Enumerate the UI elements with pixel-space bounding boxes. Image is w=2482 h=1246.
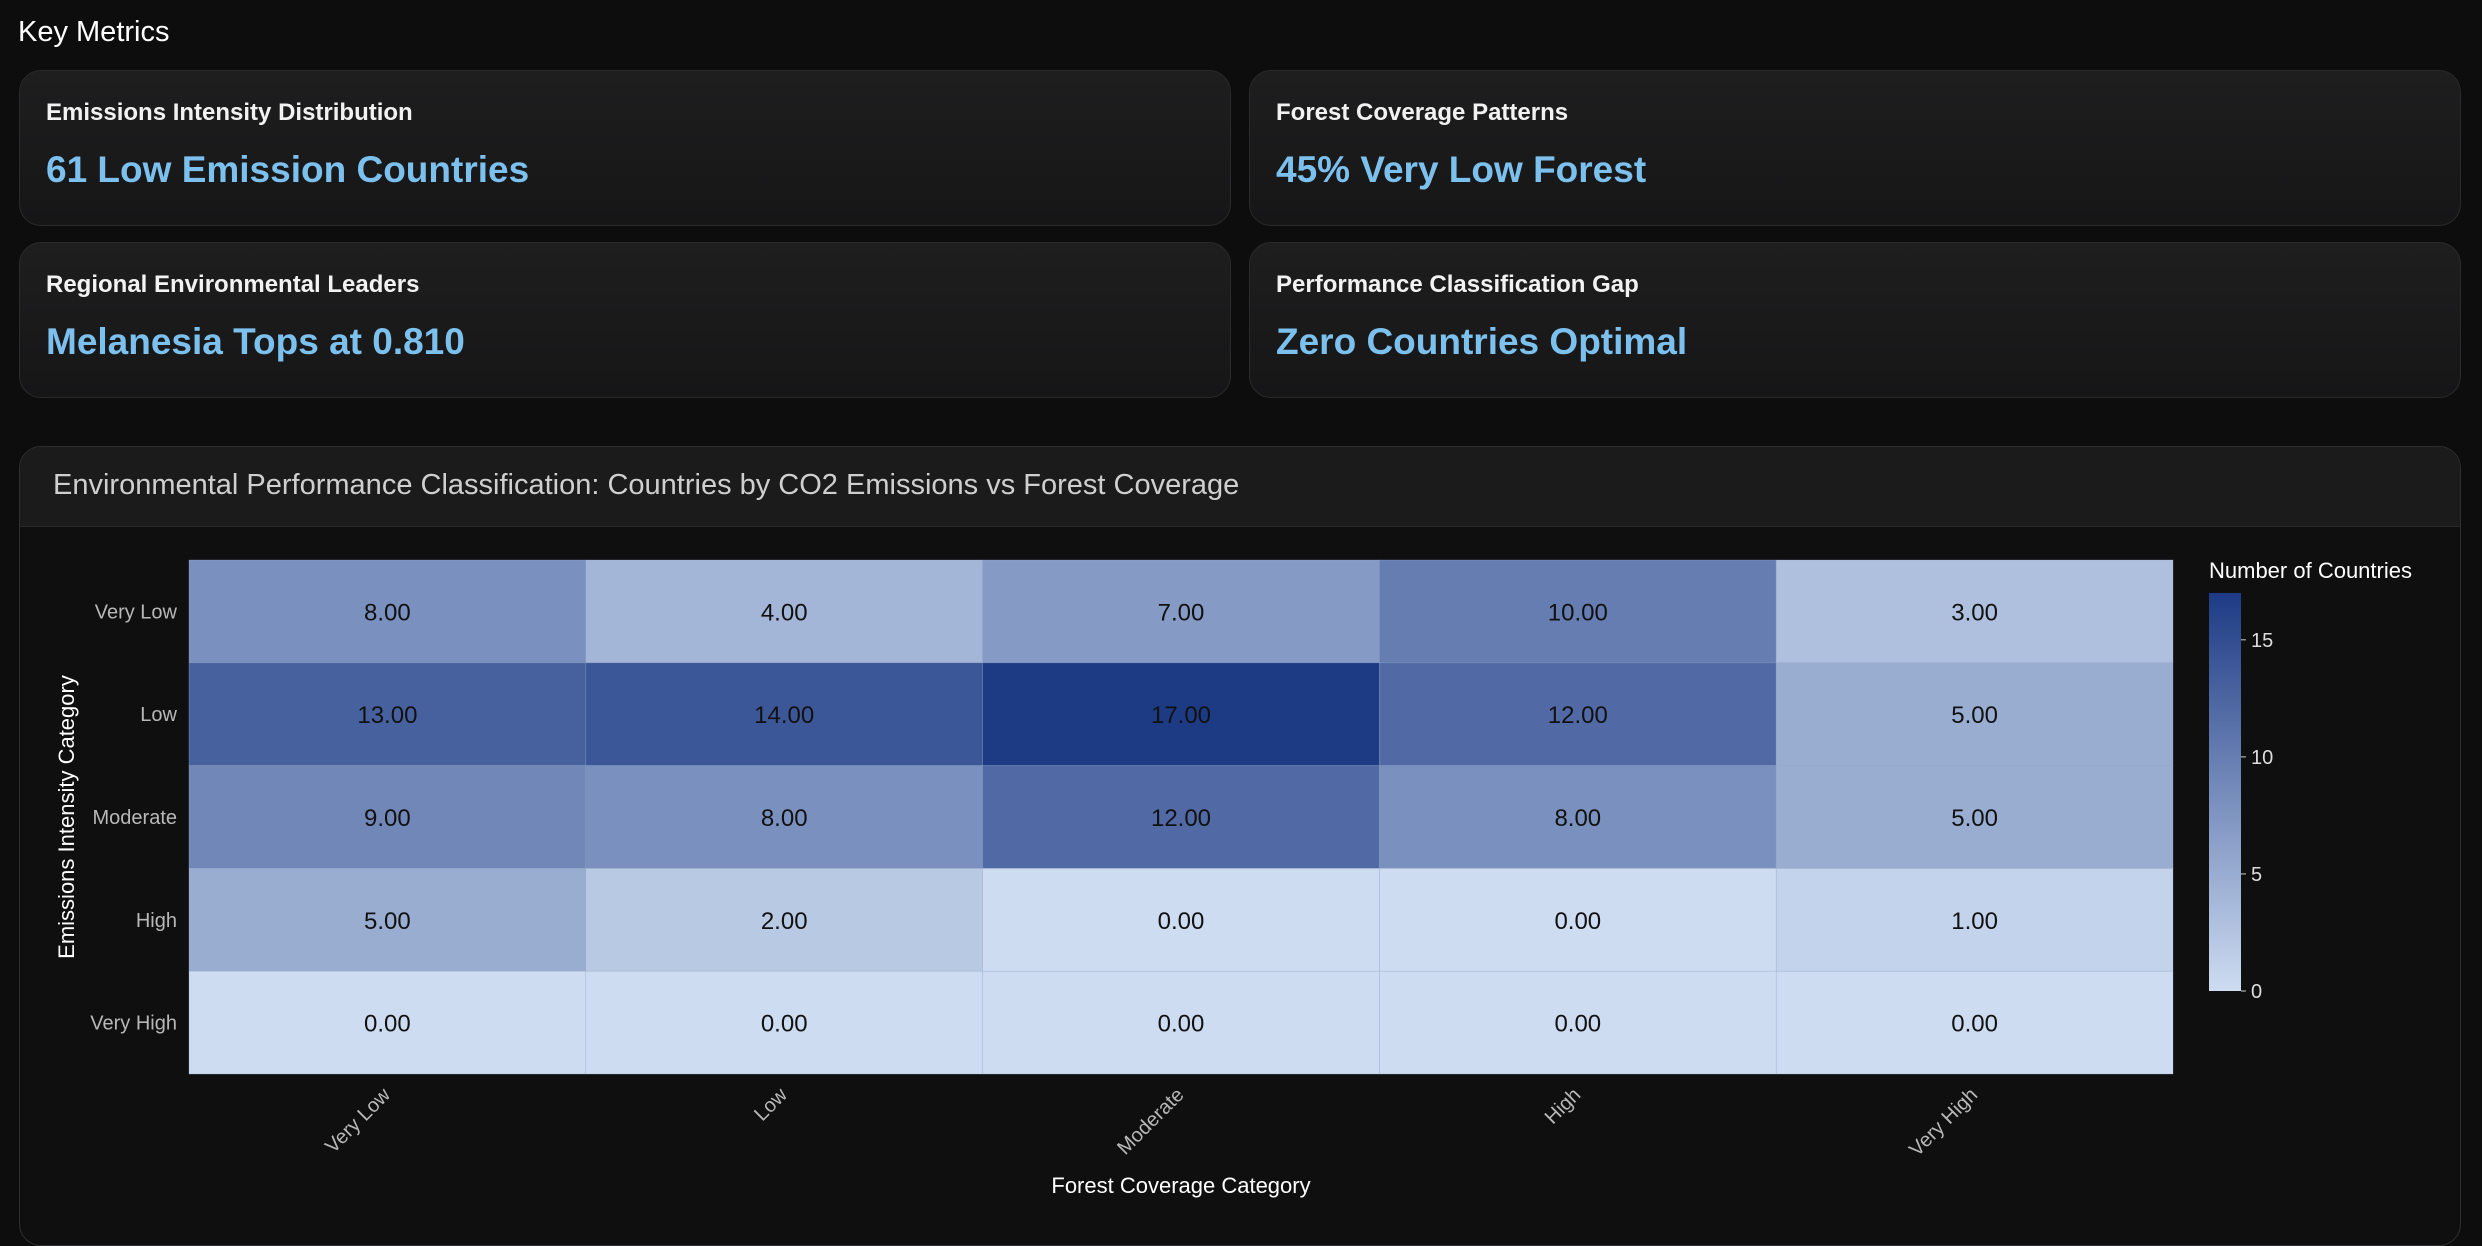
metric-label: Regional Environmental Leaders xyxy=(46,271,420,298)
chart-header: Environmental Performance Classification… xyxy=(20,447,2460,527)
cell-value-label: 12.00 xyxy=(1151,805,1211,832)
metric-label: Forest Coverage Patterns xyxy=(1276,99,1569,126)
cell-value-label: 1.00 xyxy=(1951,908,1998,935)
heatmap-cell xyxy=(585,970,983,1075)
cell-value-label: 17.00 xyxy=(1151,702,1211,729)
cell-value-label: 14.00 xyxy=(754,702,814,729)
cell-value-label: 4.00 xyxy=(761,599,808,626)
cell-value-label: 8.00 xyxy=(364,599,411,626)
y-tick-label: Moderate xyxy=(93,807,178,829)
metric-card-forest-patterns: Forest Coverage Patterns 45% Very Low Fo… xyxy=(1249,70,2461,226)
colorbar-tick-label: 10 xyxy=(2251,747,2273,769)
heatmap-cell xyxy=(1775,559,2174,664)
metric-value: 45% Very Low Forest xyxy=(1276,149,1647,190)
heatmap-cell xyxy=(585,868,983,972)
metric-label: Emissions Intensity Distribution xyxy=(46,99,413,126)
heatmap-cell xyxy=(188,662,587,766)
x-tick-label: Very High xyxy=(1905,1084,1982,1161)
heatmap-cell xyxy=(1379,765,1777,869)
heatmap-cell xyxy=(188,868,587,972)
heatmap-cell xyxy=(1379,970,1777,1075)
section-title: Key Metrics xyxy=(18,16,170,48)
heatmap-cell xyxy=(1775,970,2174,1075)
chart-title: Environmental Performance Classification… xyxy=(53,469,1240,501)
colorbar-tick-label: 5 xyxy=(2251,864,2262,886)
y-axis-label: Emissions Intensity Category xyxy=(54,675,79,959)
heatmap-cell xyxy=(1775,868,2174,972)
colorbar-title: Number of Countries xyxy=(2209,558,2412,583)
x-tick-label: Very Low xyxy=(321,1084,395,1158)
heatmap-cell xyxy=(982,868,1380,972)
heatmap-labels: 8.00 4.00 7.00 10.00 3.00 13.00 14.00 17.00 12.0… xyxy=(357,599,1998,1037)
x-axis-label: Forest Coverage Category xyxy=(1051,1173,1310,1198)
metric-card-emissions-distribution: Emissions Intensity Distribution 61 Low … xyxy=(19,70,1231,226)
cell-value-label: 8.00 xyxy=(761,805,808,832)
y-tick-label: Very High xyxy=(90,1013,177,1035)
heatmap-cell xyxy=(188,970,587,1075)
cell-value-label: 8.00 xyxy=(1554,805,1601,832)
metric-card-regional-leaders: Regional Environmental Leaders Melanesia… xyxy=(19,242,1231,398)
heatmap-cell xyxy=(982,559,1380,664)
cell-value-label: 5.00 xyxy=(364,908,411,935)
cell-value-label: 0.00 xyxy=(1158,908,1205,935)
cell-value-label: 0.00 xyxy=(1554,908,1601,935)
x-tick-label: Moderate xyxy=(1113,1084,1188,1159)
cell-value-label: 2.00 xyxy=(761,908,808,935)
y-tick-label: Very Low xyxy=(95,601,178,623)
cell-value-label: 5.00 xyxy=(1951,702,1998,729)
colorbar: Number of Countries 0 5 10 15 xyxy=(2209,558,2412,1003)
metric-card-classification-gap: Performance Classification Gap Zero Coun… xyxy=(1249,242,2461,398)
heatmap-cells xyxy=(188,559,2174,1075)
cell-value-label: 3.00 xyxy=(1951,599,1998,626)
heatmap-cell xyxy=(1775,662,2174,766)
cell-value-label: 5.00 xyxy=(1951,805,1998,832)
cell-value-label: 0.00 xyxy=(364,1011,411,1038)
cell-value-label: 7.00 xyxy=(1158,599,1205,626)
cell-value-label: 0.00 xyxy=(1951,1011,1998,1038)
colorbar-tick-label: 15 xyxy=(2251,630,2273,652)
heatmap-cell xyxy=(1379,868,1777,972)
heatmap-cell xyxy=(585,765,983,869)
colorbar-gradient xyxy=(2209,593,2241,991)
cell-value-label: 0.00 xyxy=(1554,1011,1601,1038)
x-tick-label: Low xyxy=(750,1084,792,1126)
cell-value-label: 13.00 xyxy=(357,702,417,729)
heatmap-cell xyxy=(585,662,983,766)
metric-value: 61 Low Emission Countries xyxy=(46,149,530,190)
cell-value-label: 0.00 xyxy=(761,1011,808,1038)
metric-label: Performance Classification Gap xyxy=(1276,271,1639,298)
colorbar-tick-label: 0 xyxy=(2251,981,2262,1003)
y-tick-label: High xyxy=(136,910,177,932)
heatmap-cell xyxy=(1775,765,2174,869)
heatmap-cell xyxy=(1379,662,1777,766)
heatmap-cell xyxy=(188,559,587,664)
heatmap-cell xyxy=(1379,559,1777,664)
cell-value-label: 9.00 xyxy=(364,805,411,832)
x-tick-label: High xyxy=(1541,1084,1586,1129)
heatmap-chart: 8.00 4.00 7.00 10.00 3.00 13.00 14.00 17.00 12.0… xyxy=(54,558,2412,1198)
metric-value: Zero Countries Optimal xyxy=(1276,321,1688,362)
cell-value-label: 12.00 xyxy=(1548,702,1608,729)
heatmap-cell xyxy=(982,662,1380,766)
cell-value-label: 10.00 xyxy=(1548,599,1608,626)
metric-value: Melanesia Tops at 0.810 xyxy=(46,321,465,362)
heatmap-cell xyxy=(982,765,1380,869)
heatmap-cell xyxy=(982,970,1380,1075)
cell-value-label: 0.00 xyxy=(1158,1011,1205,1038)
heatmap-cell xyxy=(585,559,983,664)
heatmap-cell xyxy=(188,765,587,869)
y-tick-label: Low xyxy=(140,704,177,726)
